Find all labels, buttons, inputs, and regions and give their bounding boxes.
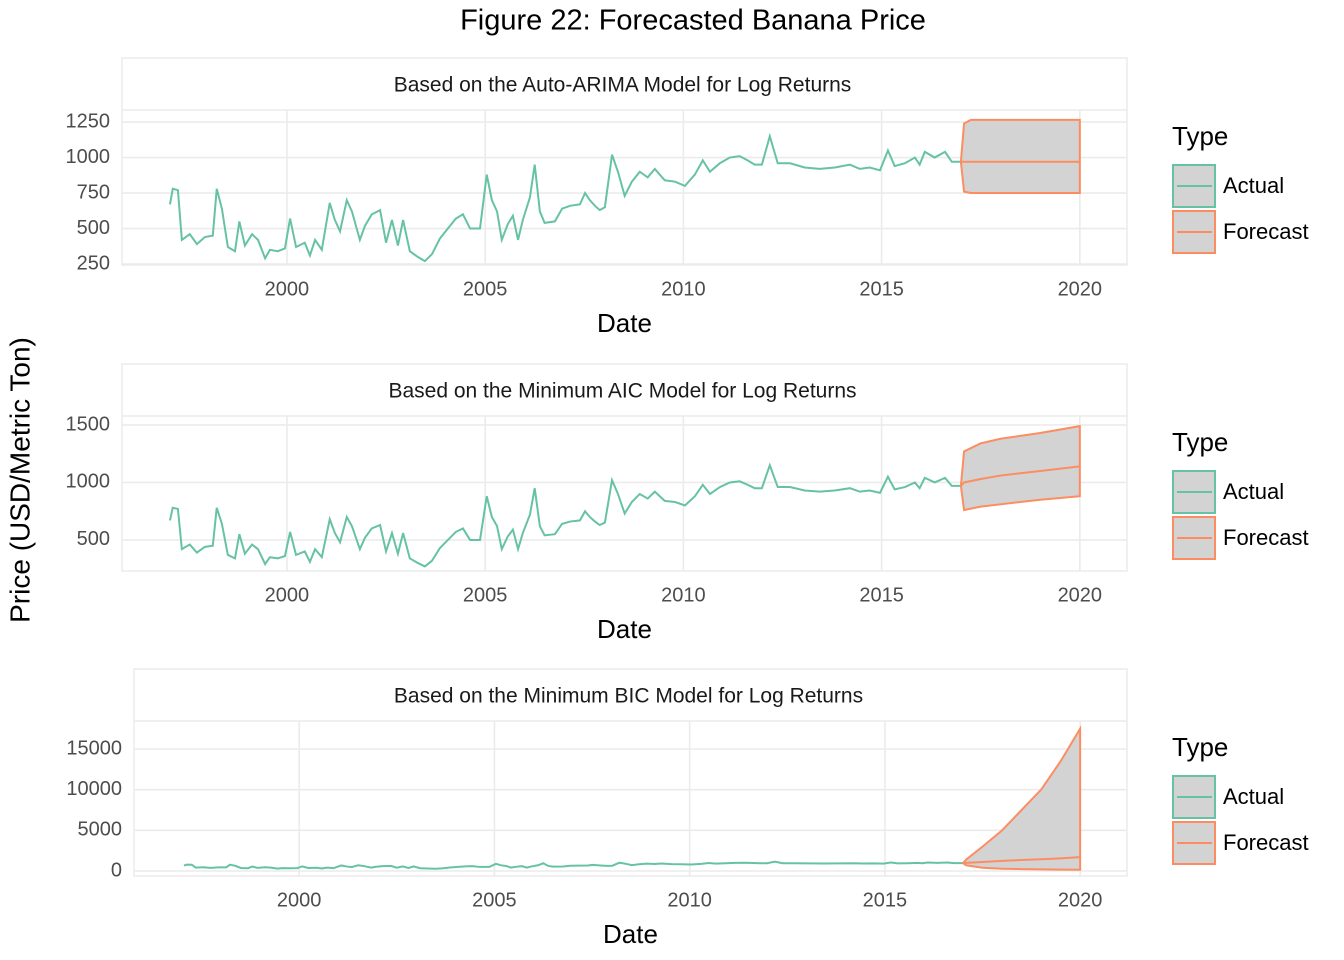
y-tick-label: 5000 xyxy=(78,819,123,841)
series-line xyxy=(960,465,1080,487)
x-axis-title: Date xyxy=(603,919,658,949)
legend-title: Type xyxy=(1172,427,1228,457)
x-tick-label: 2015 xyxy=(859,584,904,606)
panel-border xyxy=(121,57,1128,266)
forecast-band xyxy=(961,725,1082,871)
legend-title: Type xyxy=(1172,732,1228,762)
y-axis-title: Price (USD/Metric Ton) xyxy=(4,337,35,623)
x-tick-label: 2005 xyxy=(463,584,508,606)
legend-label: Forecast xyxy=(1223,525,1309,550)
legend-label: Actual xyxy=(1223,784,1284,809)
x-tick-label: 2020 xyxy=(1058,584,1103,606)
y-tick-label: 1250 xyxy=(66,110,111,132)
x-tick-label: 2015 xyxy=(863,889,908,911)
panel-border xyxy=(121,363,1128,572)
y-tick-label: 500 xyxy=(77,528,110,550)
forecast-band xyxy=(959,424,1081,512)
x-tick-label: 2015 xyxy=(859,278,904,300)
x-tick-label: 2020 xyxy=(1058,278,1103,300)
panel-border xyxy=(133,668,1128,877)
x-tick-label: 2000 xyxy=(265,584,310,606)
figure-title: Figure 22: Forecasted Banana Price xyxy=(460,5,926,37)
series-line xyxy=(183,860,964,870)
y-tick-label: 0 xyxy=(111,859,122,881)
x-tick-label: 2005 xyxy=(463,278,508,300)
series-line xyxy=(168,132,962,263)
x-tick-label: 2005 xyxy=(472,889,517,911)
x-axis-title: Date xyxy=(597,614,652,644)
panel-subtitle: Based on the Auto-ARIMA Model for Log Re… xyxy=(394,74,852,97)
forecast-band xyxy=(959,118,1081,195)
x-tick-label: 2000 xyxy=(277,889,322,911)
y-tick-label: 500 xyxy=(77,217,110,239)
x-tick-label: 2010 xyxy=(661,584,706,606)
x-axis-title: Date xyxy=(597,308,652,338)
legend-label: Actual xyxy=(1223,173,1284,198)
x-tick-label: 2010 xyxy=(661,278,706,300)
panel-subtitle: Based on the Minimum BIC Model for Log R… xyxy=(394,685,863,708)
y-tick-label: 1000 xyxy=(66,471,111,493)
legend-title: Type xyxy=(1172,121,1228,151)
x-tick-label: 2000 xyxy=(265,278,310,300)
y-tick-label: 750 xyxy=(77,181,110,203)
y-tick-label: 10000 xyxy=(66,778,122,800)
y-tick-label: 1000 xyxy=(66,146,111,168)
series-line xyxy=(962,856,1081,865)
x-tick-label: 2010 xyxy=(667,889,712,911)
x-tick-label: 2020 xyxy=(1058,889,1103,911)
series-line xyxy=(168,462,962,568)
legend-label: Forecast xyxy=(1223,219,1309,244)
panel-subtitle: Based on the Minimum AIC Model for Log R… xyxy=(388,380,856,403)
legend-label: Forecast xyxy=(1223,830,1309,855)
y-tick-label: 250 xyxy=(77,252,110,274)
legend-label: Actual xyxy=(1223,479,1284,504)
y-tick-label: 1500 xyxy=(66,413,111,435)
y-tick-label: 15000 xyxy=(66,737,122,759)
